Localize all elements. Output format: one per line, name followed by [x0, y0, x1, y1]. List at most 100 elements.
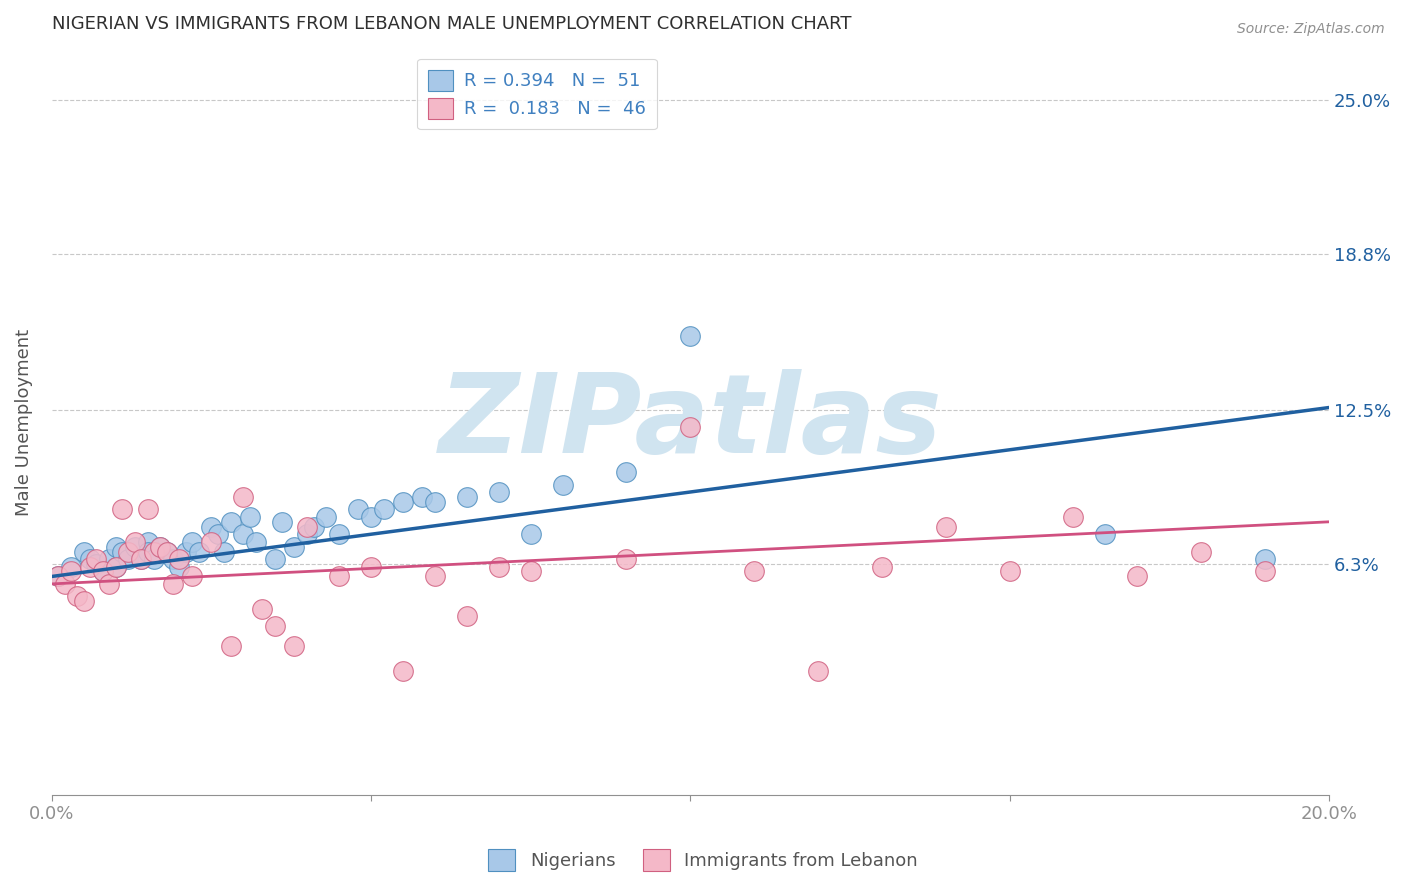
Point: [870, 559, 893, 574]
Point: [86, 557, 108, 571]
Point: [488, 559, 510, 574]
Point: [86, 552, 108, 566]
Point: [239, 509, 262, 524]
Point: [207, 527, 229, 541]
Point: [519, 565, 541, 579]
Point: [1062, 509, 1084, 524]
Point: [124, 540, 146, 554]
Point: [104, 559, 127, 574]
Point: [59, 565, 82, 579]
Point: [519, 527, 541, 541]
Point: [162, 577, 184, 591]
Point: [328, 527, 350, 541]
Point: [232, 490, 254, 504]
Point: [174, 544, 197, 558]
Point: [212, 544, 235, 558]
Point: [1189, 544, 1212, 558]
Legend: R = 0.394   N =  51, R =  0.183   N =  46: R = 0.394 N = 51, R = 0.183 N = 46: [418, 59, 657, 129]
Point: [66, 590, 89, 604]
Point: [142, 544, 165, 558]
Point: [129, 552, 152, 566]
Point: [124, 534, 146, 549]
Point: [156, 544, 179, 558]
Point: [616, 552, 638, 566]
Point: [187, 544, 209, 558]
Point: [392, 495, 415, 509]
Point: [360, 509, 382, 524]
Point: [616, 465, 638, 479]
Point: [935, 520, 957, 534]
Point: [423, 495, 446, 509]
Point: [742, 565, 765, 579]
Point: [219, 515, 242, 529]
Point: [169, 559, 191, 574]
Point: [488, 485, 510, 500]
Point: [283, 540, 305, 554]
Point: [142, 552, 165, 566]
Point: [295, 527, 318, 541]
Point: [104, 540, 127, 554]
Text: ZIPatlas: ZIPatlas: [439, 369, 942, 476]
Point: [53, 577, 76, 591]
Point: [156, 544, 179, 558]
Point: [1254, 552, 1277, 566]
Point: [79, 552, 101, 566]
Y-axis label: Male Unemployment: Male Unemployment: [15, 329, 32, 516]
Point: [551, 477, 574, 491]
Point: [91, 565, 114, 579]
Point: [46, 569, 69, 583]
Point: [162, 552, 184, 566]
Point: [200, 534, 222, 549]
Point: [59, 559, 82, 574]
Point: [181, 569, 204, 583]
Point: [181, 534, 204, 549]
Point: [347, 502, 370, 516]
Point: [302, 520, 325, 534]
Point: [264, 552, 287, 566]
Point: [200, 520, 222, 534]
Point: [998, 565, 1021, 579]
Text: Source: ZipAtlas.com: Source: ZipAtlas.com: [1237, 22, 1385, 37]
Point: [1126, 569, 1149, 583]
Point: [411, 490, 433, 504]
Point: [169, 552, 191, 566]
Point: [245, 534, 267, 549]
Point: [79, 559, 101, 574]
Point: [149, 540, 172, 554]
Point: [392, 664, 415, 678]
Legend: Nigerians, Immigrants from Lebanon: Nigerians, Immigrants from Lebanon: [481, 842, 925, 879]
Point: [98, 577, 121, 591]
Point: [232, 527, 254, 541]
Point: [149, 540, 172, 554]
Point: [104, 559, 127, 574]
Point: [283, 639, 305, 653]
Point: [315, 509, 337, 524]
Point: [136, 544, 159, 558]
Point: [136, 534, 159, 549]
Point: [679, 420, 702, 434]
Point: [1094, 527, 1116, 541]
Point: [456, 609, 478, 624]
Point: [423, 569, 446, 583]
Point: [136, 502, 159, 516]
Point: [456, 490, 478, 504]
Point: [117, 544, 139, 558]
Point: [111, 502, 134, 516]
Point: [295, 520, 318, 534]
Point: [219, 639, 242, 653]
Text: NIGERIAN VS IMMIGRANTS FROM LEBANON MALE UNEMPLOYMENT CORRELATION CHART: NIGERIAN VS IMMIGRANTS FROM LEBANON MALE…: [52, 15, 851, 33]
Point: [73, 544, 96, 558]
Point: [73, 594, 96, 608]
Point: [679, 328, 702, 343]
Point: [1254, 565, 1277, 579]
Point: [264, 619, 287, 633]
Point: [807, 664, 830, 678]
Point: [98, 552, 121, 566]
Point: [373, 502, 395, 516]
Point: [129, 552, 152, 566]
Point: [270, 515, 292, 529]
Point: [328, 569, 350, 583]
Point: [252, 601, 274, 615]
Point: [117, 552, 139, 566]
Point: [111, 544, 134, 558]
